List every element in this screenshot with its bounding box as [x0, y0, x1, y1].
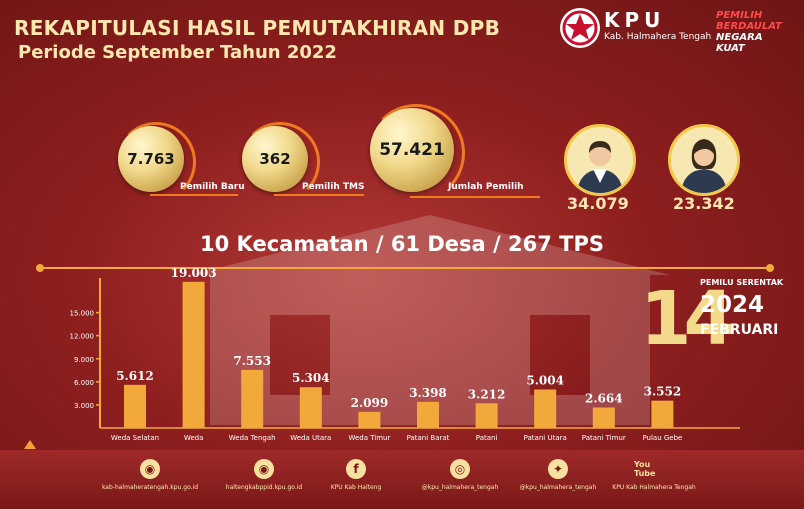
event-day: 14: [640, 276, 735, 362]
youtube-icon[interactable]: You Tube: [634, 460, 656, 478]
bar: [182, 281, 205, 428]
category-label: Patani: [476, 434, 498, 442]
bar: [417, 401, 439, 428]
bar-value-label: 3.552: [644, 385, 682, 399]
y-tick-label: 9.000: [74, 356, 94, 364]
chart-rule-dot: [36, 264, 44, 272]
category-label: Patani Barat: [407, 434, 450, 442]
bar: [241, 369, 264, 428]
page-title: REKAPITULASI HASIL PEMUTAKHIRAN DPB: [14, 16, 501, 40]
stat-underline: [410, 196, 540, 198]
bar: [592, 407, 615, 428]
category-label: Weda Timur: [348, 434, 390, 442]
footer-link-text[interactable]: @kpu_halmahera_tengah: [519, 484, 597, 491]
category-label: Pulau Gebe: [642, 434, 682, 442]
jumlah-pemilih-value: 57.421: [370, 108, 454, 192]
bar: [124, 384, 146, 428]
page-subtitle: Periode September Tahun 2022: [18, 42, 337, 63]
slogan: PEMILIH BERDAULAT NEGARA KUAT: [716, 10, 798, 54]
category-label: Patani Timur: [582, 434, 626, 442]
female-voter-icon: [668, 124, 740, 196]
category-label: Patani Utara: [524, 434, 567, 442]
decor-triangle: [24, 440, 36, 449]
footer: [0, 450, 804, 509]
bar: [475, 403, 498, 428]
y-tick-label: 3.000: [74, 402, 94, 410]
category-label: Weda Tengah: [229, 434, 276, 442]
twitter-icon[interactable]: ✦: [548, 459, 568, 479]
stat-ring: [367, 104, 465, 202]
category-label: Weda Utara: [290, 434, 331, 442]
slogan-line: NEGARA: [716, 32, 763, 43]
kpu-region: Kab. Halmahera Tengah: [604, 32, 712, 42]
stat-ring: [240, 122, 320, 202]
bar-value-label: 2.664: [585, 392, 623, 406]
event-year: 2024: [700, 292, 765, 318]
stat-underline: [274, 194, 364, 196]
chart-rule-dot: [766, 264, 774, 272]
bar-value-label: 2.099: [351, 396, 389, 410]
slogan-line: KUAT: [716, 43, 745, 54]
male-voter-icon: [564, 124, 636, 196]
footer-link-text[interactable]: KPU Kab Halmahera Tengah: [612, 484, 696, 491]
bar-value-label: 5.004: [526, 374, 564, 388]
pemilih-tms-value: 362: [242, 126, 308, 192]
pemilih-baru-label: Pemilih Baru: [180, 182, 245, 192]
bar: [299, 387, 322, 428]
bar-value-label: 19.003: [171, 266, 217, 280]
bar-value-label: 7.553: [233, 354, 271, 368]
footer-link-text[interactable]: KPU Kab Halteng: [330, 484, 382, 491]
pemilih-baru-value: 7.763: [118, 126, 184, 192]
bar-value-label: 5.612: [116, 369, 154, 383]
event-month: FEBRUARI: [700, 322, 779, 338]
kpu-wordmark: KPU: [604, 8, 666, 32]
bar-value-label: 5.304: [292, 371, 330, 385]
summary-text: 10 Kecamatan / 61 Desa / 267 TPS: [200, 232, 604, 256]
y-tick-label: 15.000: [70, 310, 95, 318]
female-count: 23.342: [673, 194, 735, 213]
bar-value-label: 3.398: [409, 386, 447, 400]
y-tick-label: 12.000: [70, 333, 95, 341]
footer-link-text[interactable]: kab-halmaheratengah.kpu.go.id: [101, 484, 199, 491]
category-label: Weda Selatan: [111, 434, 159, 442]
footer-link-text[interactable]: haltengkabppid.kpu.go.id: [225, 484, 303, 491]
ppid-web-icon[interactable]: ◉: [254, 459, 274, 479]
bar-chart: 3.000 6.000 9.000 12.000 15.000 5.612 Weda Sel…: [36, 264, 774, 442]
y-tick-label: 6.000: [74, 379, 94, 387]
male-count: 34.079: [567, 194, 629, 213]
bar: [358, 411, 381, 428]
bar-value-label: 3.212: [468, 387, 506, 401]
footer-link-text[interactable]: @kpu_halmahera_tengah: [421, 484, 499, 491]
bar: [534, 389, 557, 428]
kpu-logo-icon: [560, 8, 600, 48]
event-label: PEMILU SERENTAK: [700, 278, 784, 287]
background-building: [190, 215, 670, 425]
stat-ring: [116, 122, 196, 202]
pemilih-tms-label: Pemilih TMS: [302, 182, 365, 192]
instagram-icon[interactable]: ◎: [450, 459, 470, 479]
category-label: Weda: [184, 434, 204, 442]
slogan-line: BERDAULAT: [716, 21, 782, 32]
stat-underline: [150, 194, 238, 196]
jumlah-pemilih-label: Jumlah Pemilih: [448, 182, 524, 192]
kpu-web-icon[interactable]: ◉: [140, 459, 160, 479]
bar: [651, 400, 674, 428]
facebook-icon[interactable]: f: [346, 459, 366, 479]
slogan-line: PEMILIH: [716, 10, 763, 21]
